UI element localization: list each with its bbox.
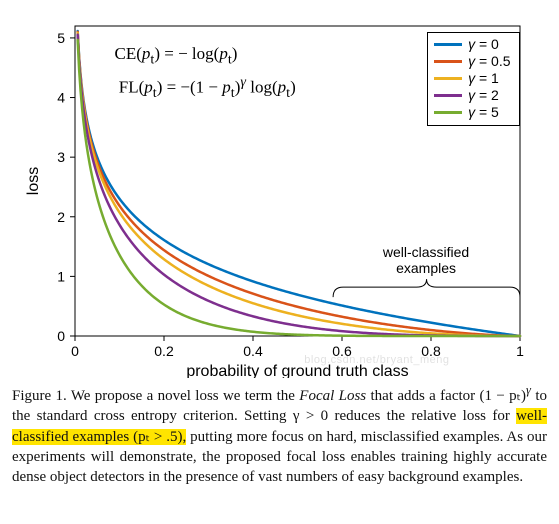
legend-item: γ = 1 bbox=[434, 70, 510, 86]
svg-text:1: 1 bbox=[57, 268, 65, 284]
legend-item: γ = 2 bbox=[434, 87, 510, 103]
svg-text:2: 2 bbox=[57, 209, 65, 225]
svg-text:0.2: 0.2 bbox=[154, 343, 174, 359]
svg-text:0: 0 bbox=[71, 343, 79, 359]
legend-swatch bbox=[434, 111, 462, 114]
svg-text:0: 0 bbox=[57, 328, 65, 344]
formula-box: CE(pt) = − log(pt) FL(pt) = −(1 − pt)γ l… bbox=[115, 40, 296, 105]
watermark: blog.csdn.net/bryant_meng bbox=[304, 354, 449, 366]
svg-text:3: 3 bbox=[57, 149, 65, 165]
figure-caption: Figure 1. We propose a novel loss we ter… bbox=[12, 382, 547, 487]
legend-item: γ = 5 bbox=[434, 104, 510, 120]
svg-text:0.4: 0.4 bbox=[243, 343, 263, 359]
legend-item: γ = 0 bbox=[434, 36, 510, 52]
legend-swatch bbox=[434, 94, 462, 97]
legend-label: γ = 1 bbox=[468, 70, 499, 86]
formula-fl: FL(pt) = −(1 − pt)γ log(pt) bbox=[115, 71, 296, 105]
legend-swatch bbox=[434, 77, 462, 80]
chart-area: 00.20.40.60.81012345probability of groun… bbox=[20, 8, 540, 378]
formula-ce: CE(pt) = − log(pt) bbox=[115, 40, 296, 71]
well-classified-label: well-classified examples bbox=[371, 245, 481, 276]
svg-text:loss: loss bbox=[25, 167, 42, 195]
legend: γ = 0γ = 0.5γ = 1γ = 2γ = 5 bbox=[427, 32, 519, 126]
svg-text:1: 1 bbox=[516, 343, 524, 359]
legend-label: γ = 0 bbox=[468, 36, 499, 52]
figure-container: 00.20.40.60.81012345probability of groun… bbox=[0, 0, 559, 499]
legend-swatch bbox=[434, 43, 462, 46]
legend-label: γ = 2 bbox=[468, 87, 499, 103]
svg-text:4: 4 bbox=[57, 90, 65, 106]
legend-item: γ = 0.5 bbox=[434, 53, 510, 69]
legend-label: γ = 5 bbox=[468, 104, 499, 120]
legend-swatch bbox=[434, 60, 462, 63]
legend-label: γ = 0.5 bbox=[468, 53, 510, 69]
svg-text:5: 5 bbox=[57, 30, 65, 46]
